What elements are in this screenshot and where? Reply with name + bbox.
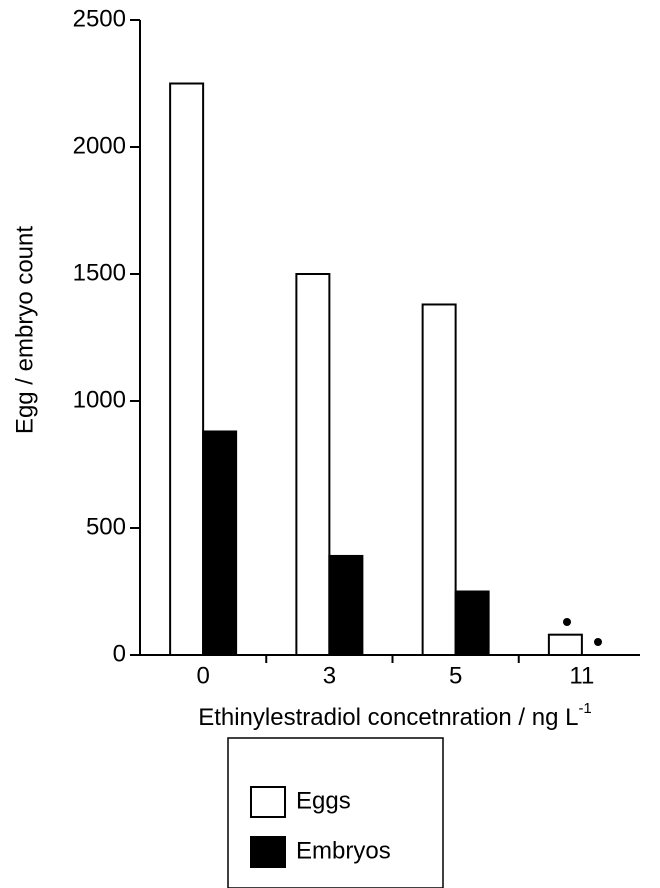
legend-label: Eggs	[296, 787, 351, 814]
x-tick-label: 0	[196, 662, 209, 689]
annotation-dot	[563, 618, 571, 626]
y-tick-label: 2500	[73, 5, 126, 32]
x-tick-label: 11	[569, 662, 594, 689]
x-axis-label: Ethinylestradiol concetnration / ng L-1	[198, 700, 592, 731]
bar	[169, 82, 205, 656]
y-tick-label: 1500	[73, 259, 126, 286]
y-tick-label: 0	[113, 640, 126, 667]
bar	[547, 633, 583, 656]
x-tick-label: 3	[323, 662, 336, 689]
annotation-dot	[594, 638, 602, 646]
y-tick-label: 1000	[73, 386, 126, 413]
bar	[421, 303, 457, 656]
legend-swatch	[250, 786, 286, 818]
y-tick-label: 500	[86, 513, 126, 540]
y-tick-label: 2000	[73, 132, 126, 159]
bar	[454, 590, 490, 656]
x-tick-label: 5	[449, 662, 462, 689]
y-axis-label: Egg / embryo count	[11, 226, 38, 434]
legend-swatch	[250, 836, 286, 868]
x-axis-label-superscript: -1	[578, 700, 591, 717]
bar	[328, 554, 364, 656]
bar	[295, 273, 331, 656]
x-axis-label-text: Ethinylestradiol concetnration / ng L	[198, 704, 578, 731]
bar	[202, 430, 238, 657]
legend-label: Embryos	[296, 837, 391, 864]
